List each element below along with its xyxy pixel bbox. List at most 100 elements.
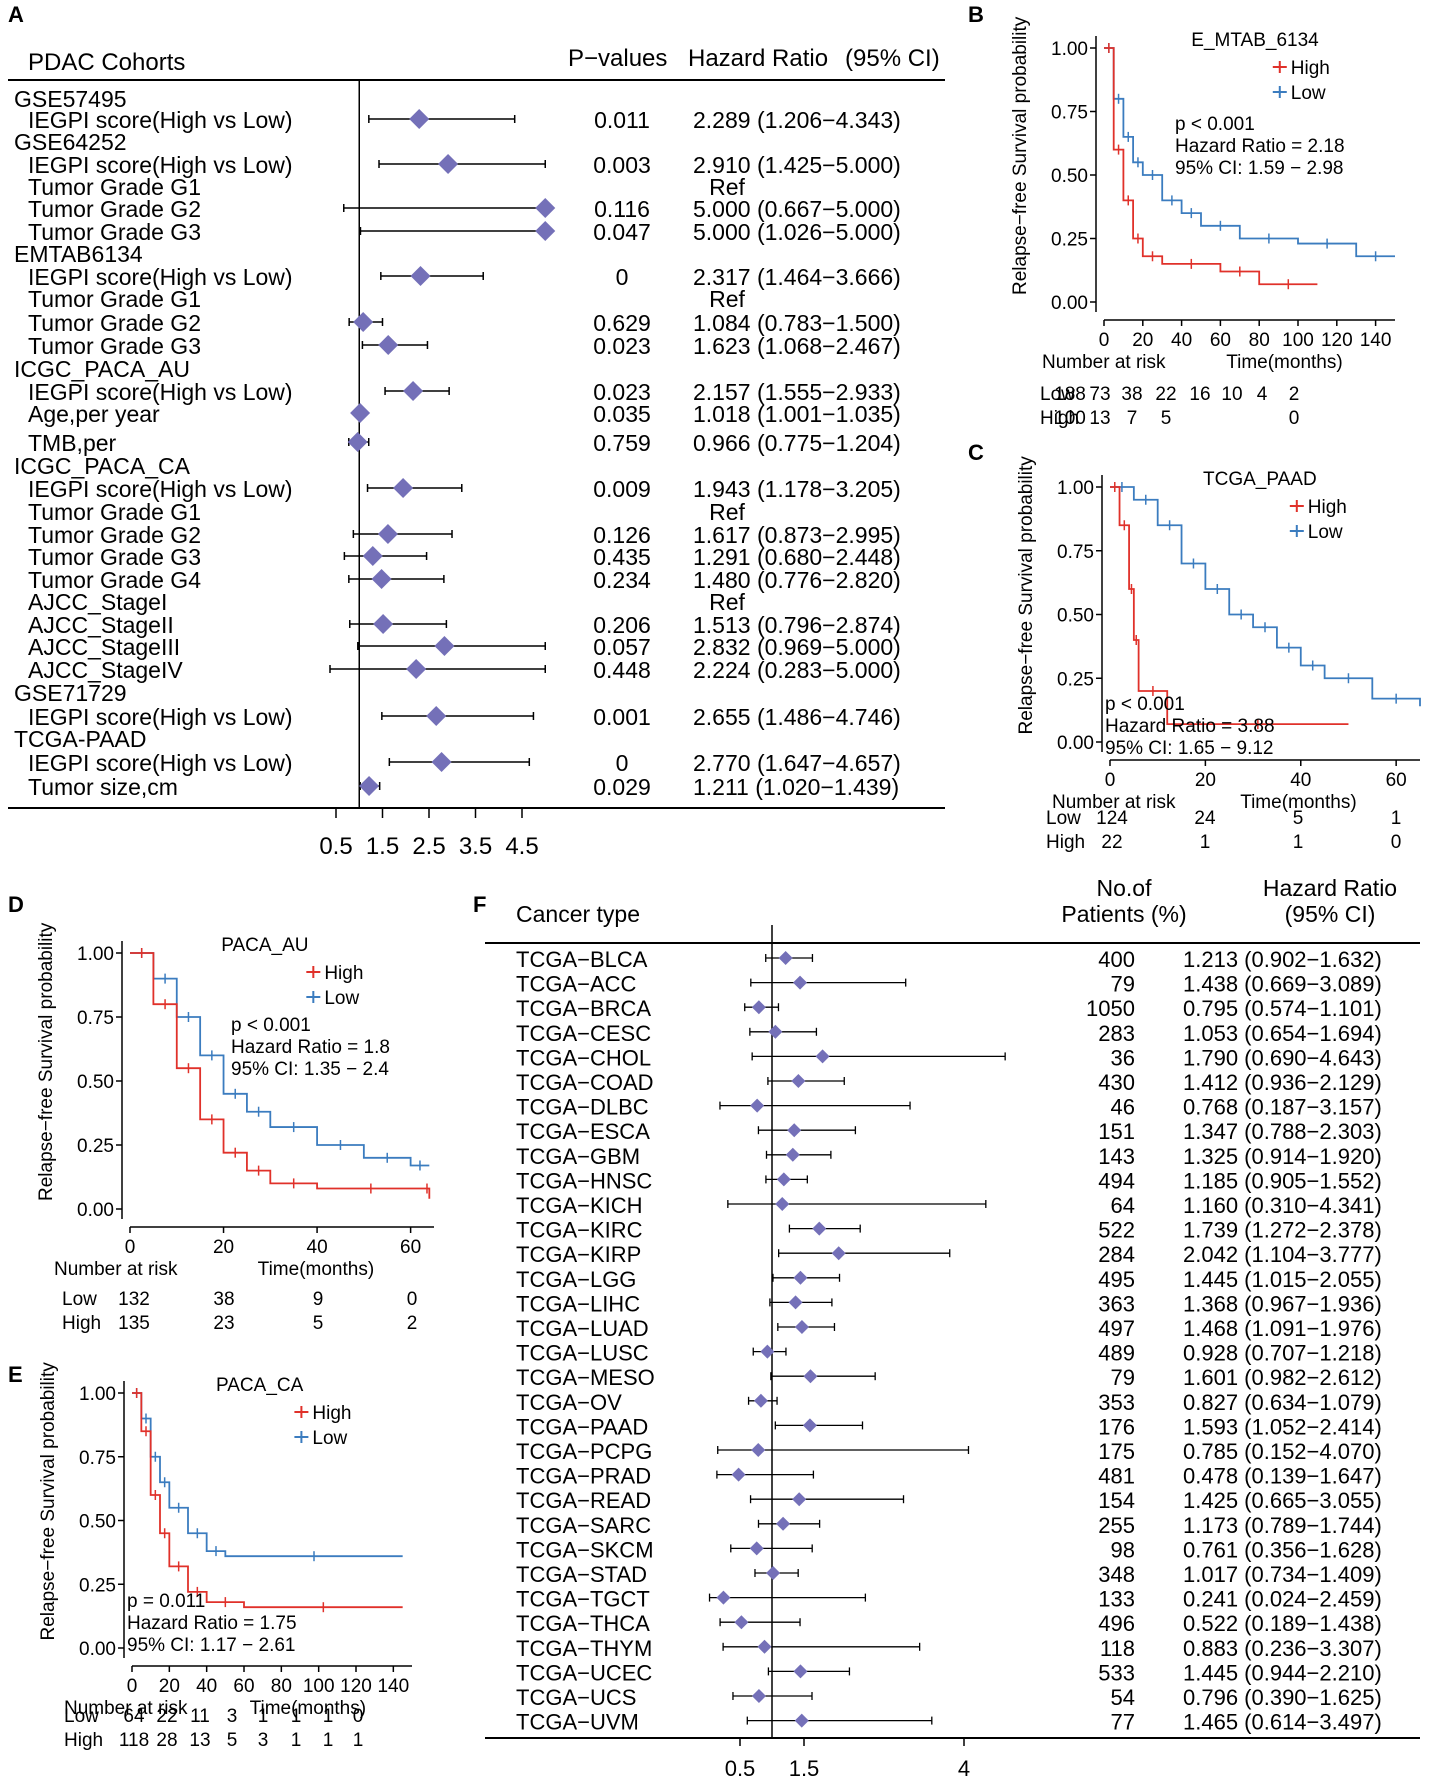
forest-f-patients: 154: [1098, 1488, 1135, 1513]
forest-a-point: [347, 432, 368, 452]
km-c-legend-high: High: [1308, 497, 1347, 518]
km-e-risk-high: 28: [156, 1730, 177, 1751]
forest-f-patients: 481: [1098, 1464, 1135, 1489]
forest-f-patients: 489: [1098, 1341, 1135, 1366]
km-e-curve-high: [132, 1392, 403, 1609]
panel-label-e: E: [8, 1362, 23, 1387]
km-b-risk-low: 188: [1054, 384, 1086, 405]
forest-a-pvalue: 0.009: [593, 476, 651, 502]
km-d-risk-high: 135: [118, 1313, 150, 1334]
km-c-curve-low: [1110, 486, 1421, 707]
forest-f-hr-text: 1.412 (0.936−2.129): [1183, 1070, 1382, 1095]
forest-a-pvalue: 0.011: [594, 107, 650, 133]
forest-a-row-label: IEGPI score(High vs Low): [28, 379, 293, 405]
forest-f-point: [751, 1443, 766, 1457]
forest-a-point: [438, 154, 459, 174]
forest-f-point: [751, 1689, 766, 1703]
forest-a-row-label: AJCC_StageI: [28, 589, 167, 615]
km-d-x-label: Time(months): [258, 1259, 374, 1280]
forest-a-pvalue: 0.234: [593, 567, 651, 593]
forest-f-hr-text: 1.438 (0.669−3.089): [1183, 972, 1382, 997]
km-c-risk-low: 24: [1194, 808, 1216, 829]
km-c-risk-low: 124: [1096, 808, 1128, 829]
forest-f-hr-text: 1.465 (0.614−3.497): [1183, 1710, 1382, 1735]
forest-f-hr-text: 1.468 (1.091−1.976): [1183, 1316, 1382, 1341]
forest-f-row-label: TCGA−COAD: [516, 1070, 654, 1095]
km-b-x-tick-label: 80: [1249, 330, 1270, 351]
forest-f-row-label: TCGA−THCA: [516, 1611, 650, 1636]
forest-a-point: [359, 776, 380, 796]
km-b-risk-high: 5: [1161, 408, 1172, 429]
forest-a-pvalue: 0.435: [593, 544, 651, 570]
forest-f-patients: 533: [1098, 1660, 1135, 1685]
km-b-x-tick-label: 0: [1099, 330, 1110, 351]
km-d-risk-title: Number at risk: [54, 1259, 178, 1280]
km-d-x-tick-label: 40: [307, 1237, 328, 1258]
forest-a-hr-text: 2.157 (1.555−2.933): [693, 379, 901, 405]
forest-f-patients: 495: [1098, 1267, 1135, 1292]
km-e-risk-low: 1: [291, 1706, 302, 1727]
forest-a-point: [378, 335, 399, 355]
forest-a-pvalue: 0.029: [593, 774, 651, 800]
forest-a-row-label: IEGPI score(High vs Low): [28, 476, 293, 502]
km-b-risk-high-label: High: [1040, 408, 1079, 429]
km-e-y-tick-label: 0.25: [79, 1575, 116, 1596]
forest-f-header-cancer: Cancer type: [516, 901, 640, 927]
forest-f-point: [791, 1074, 806, 1088]
forest-f-patients: 79: [1111, 1365, 1135, 1390]
forest-f-patients: 151: [1098, 1119, 1135, 1144]
forest-f-row-label: TCGA−TGCT: [516, 1587, 650, 1612]
forest-f-patients: 36: [1111, 1045, 1135, 1070]
km-e-legend-high: High: [312, 1403, 351, 1424]
km-c-stat: p < 0.001: [1105, 694, 1185, 715]
forest-a-hr-text: 1.480 (0.776−2.820): [693, 567, 901, 593]
forest-f-hr-text: 1.790 (0.690−4.643): [1183, 1045, 1382, 1070]
forest-a-hr-ref: Ref: [709, 286, 745, 312]
km-c-risk-title: Number at risk: [1052, 792, 1176, 813]
forest-a-hr-ref: Ref: [709, 589, 745, 615]
forest-f-row-label: TCGA−ACC: [516, 972, 637, 997]
km-d-risk-low: 9: [313, 1289, 324, 1310]
forest-f-point: [776, 1172, 791, 1187]
km-e-risk-high: 118: [119, 1730, 149, 1751]
forest-f-patients: 98: [1111, 1537, 1135, 1562]
km-b-risk-high: 0: [1289, 408, 1300, 429]
forest-a-row-label: TMB,per: [28, 430, 117, 456]
forest-f-point: [778, 951, 793, 965]
km-e-risk-low: 64: [123, 1706, 145, 1727]
forest-f-row-label: TCGA−ESCA: [516, 1119, 650, 1144]
forest-a-pvalue: 0.035: [593, 401, 651, 427]
km-d-risk-low: 0: [407, 1289, 418, 1310]
forest-f-row-label: TCGA−PRAD: [516, 1464, 651, 1489]
forest-f-row-label: TCGA−KIRP: [516, 1242, 641, 1267]
forest-a-hr-text: 2.655 (1.486−4.746): [693, 704, 901, 730]
km-d-y-tick-label: 0.75: [77, 1008, 114, 1029]
forest-a-hr-ref: Ref: [709, 174, 745, 200]
forest-f-row-label: TCGA−UCEC: [516, 1660, 652, 1685]
forest-f-hr-text: 0.761 (0.356−1.628): [1183, 1537, 1382, 1562]
km-d-risk-low-label: Low: [62, 1289, 97, 1310]
forest-f-point: [803, 1369, 818, 1384]
forest-f-hr-text: 1.160 (0.310−4.341): [1183, 1193, 1382, 1218]
forest-a-cohort-label: GSE71729: [14, 680, 127, 706]
km-d-x-tick-label: 20: [213, 1237, 234, 1258]
forest-a-row-label: Tumor Grade G1: [28, 174, 201, 200]
forest-a-header-ci: (95% CI): [845, 45, 940, 72]
forest-f-point: [716, 1590, 731, 1605]
forest-a-hr-text: 1.943 (1.178−3.205): [693, 476, 901, 502]
km-c-risk-high: 1: [1293, 832, 1304, 853]
km-c-y-tick-label: 0.25: [1057, 669, 1094, 690]
km-d-curve-low: [130, 952, 430, 1167]
km-e-y-label: Relapse−free Survival probability: [38, 1362, 59, 1641]
forest-f-hr-text: 1.053 (0.654−1.694): [1183, 1021, 1382, 1046]
km-b-x-tick-label: 100: [1282, 330, 1314, 351]
forest-f-patients: 283: [1098, 1021, 1135, 1046]
forest-a-cohort-label: EMTAB6134: [14, 241, 143, 267]
forest-a-row-label: AJCC_StageIII: [28, 634, 180, 660]
km-c-y-tick-label: 1.00: [1057, 478, 1094, 499]
forest-a-row-label: Tumor size,cm: [28, 774, 178, 800]
forest-f-patients: 430: [1098, 1070, 1135, 1095]
km-b-x-tick-label: 40: [1171, 330, 1192, 351]
forest-f-patients: 522: [1098, 1218, 1135, 1243]
forest-f-hr-text: 1.173 (0.789−1.744): [1183, 1513, 1382, 1538]
